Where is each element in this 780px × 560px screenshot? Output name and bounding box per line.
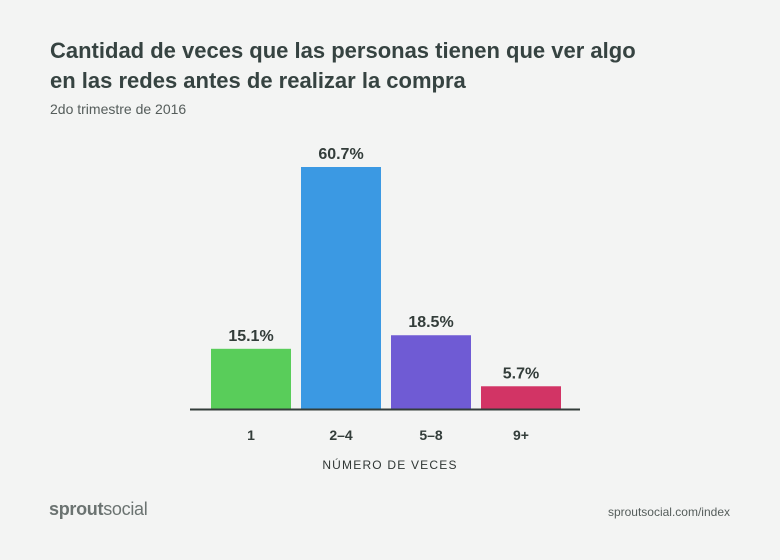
x-tick-label-1: 1 bbox=[247, 427, 255, 443]
chart-title-line-2: en las redes antes de realizar la compra bbox=[50, 68, 466, 93]
chart-title: Cantidad de veces que las personas tiene… bbox=[50, 36, 730, 96]
bar-value-label-2: 60.7% bbox=[318, 146, 363, 163]
bar-4 bbox=[481, 386, 561, 409]
logo-text-social: social bbox=[103, 499, 148, 519]
bar-2 bbox=[301, 167, 381, 409]
bar-1 bbox=[211, 348, 291, 409]
x-axis-title: NÚMERO DE VECES bbox=[322, 458, 458, 472]
chart-subtitle: 2do trimestre de 2016 bbox=[50, 101, 187, 117]
chart-title-line-1: Cantidad de veces que las personas tiene… bbox=[50, 38, 636, 63]
x-tick-label-4: 9+ bbox=[513, 427, 529, 443]
bar-value-label-3: 18.5% bbox=[408, 314, 453, 331]
bar-value-label-4: 5.7% bbox=[503, 365, 539, 382]
x-tick-label-2: 2–4 bbox=[329, 427, 353, 443]
bar-value-label-1: 15.1% bbox=[228, 328, 273, 345]
bar-3 bbox=[391, 335, 471, 409]
x-tick-label-3: 5–8 bbox=[419, 427, 443, 443]
source-url: sproutsocial.com/index bbox=[607, 505, 730, 519]
sprout-social-logo: sproutsocial bbox=[49, 499, 148, 520]
logo-text-sprout: sprout bbox=[49, 499, 104, 519]
